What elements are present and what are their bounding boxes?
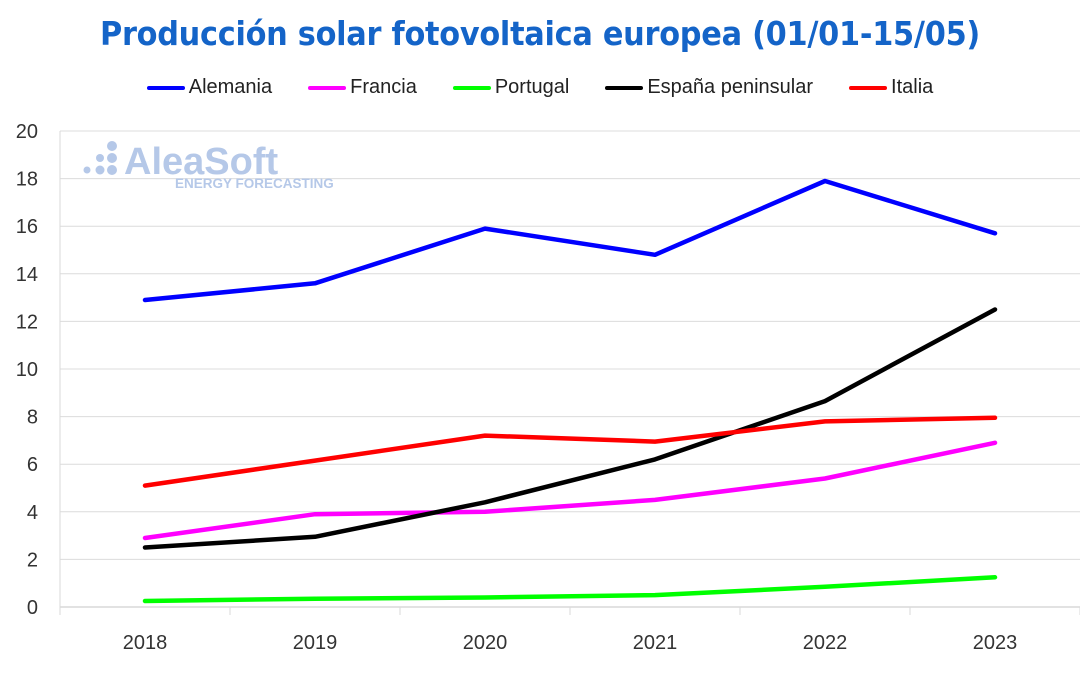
legend-label-espana: España peninsular <box>647 76 814 98</box>
legend-item-alemania: Alemania <box>146 76 273 99</box>
y-tick-label: 12 <box>16 311 38 333</box>
x-tick-label: 2021 <box>633 632 678 654</box>
series-line-francia <box>142 440 998 541</box>
legend-label-alemania: Alemania <box>188 76 273 98</box>
y-tick-label: 2 <box>27 549 38 571</box>
watermark-dot-icon <box>107 141 117 151</box>
watermark-brand: AleaSoft <box>124 141 278 183</box>
watermark-tagline: ENERGY FORECASTING <box>175 176 334 191</box>
legend-swatch-francia <box>308 85 347 90</box>
series-line-espa-a-peninsular <box>142 307 998 550</box>
aleasoft-watermark: AleaSoft ENERGY FORECASTING <box>83 141 334 191</box>
legend: Alemania Francia Portugal España peninsu… <box>0 76 1080 99</box>
legend-label-francia: Francia <box>350 76 417 98</box>
legend-swatch-italia <box>849 85 888 90</box>
y-tick-label: 8 <box>27 407 38 429</box>
legend-item-espana: España peninsular <box>605 76 813 99</box>
legend-item-italia: Italia <box>849 76 933 99</box>
x-tick-label: 2023 <box>973 632 1018 654</box>
legend-label-portugal: Portugal <box>494 76 570 98</box>
axes: 0 2 4 6 8 10 12 14 16 18 20 2018 2019 2020 2021 2022 202… <box>16 121 1080 654</box>
legend-label-italia: Italia <box>891 76 934 98</box>
y-tick-label: 20 <box>16 121 38 143</box>
y-tick-label: 6 <box>27 454 38 476</box>
y-tick-label: 18 <box>16 169 38 191</box>
legend-item-portugal: Portugal <box>452 76 570 99</box>
watermark-dot-icon <box>107 165 117 175</box>
gridlines <box>60 130 1080 608</box>
series-lines <box>142 178 998 604</box>
y-tick-label: 16 <box>16 216 38 238</box>
watermark-dot-icon <box>107 153 117 163</box>
chart-title: Producción solar fotovoltaica europea (0… <box>99 14 981 53</box>
watermark-dot-icon <box>96 154 104 162</box>
series-line-portugal <box>142 575 998 604</box>
x-tick-label: 2019 <box>293 632 338 654</box>
series-line-alemania <box>142 178 998 303</box>
y-tick-label: 0 <box>27 597 38 619</box>
legend-swatch-portugal <box>452 85 491 90</box>
legend-swatch-espana <box>605 85 644 90</box>
y-tick-label: 4 <box>27 502 38 524</box>
series-line-italia <box>142 415 998 488</box>
y-tick-label: 10 <box>16 359 38 381</box>
legend-item-francia: Francia <box>308 76 417 99</box>
legend-swatch-alemania <box>146 85 185 90</box>
x-tick-label: 2020 <box>463 632 508 654</box>
x-tick-label: 2022 <box>803 632 848 654</box>
watermark-dot-icon <box>95 165 105 175</box>
watermark-dot-icon <box>83 166 91 174</box>
x-tick-label: 2018 <box>123 632 168 654</box>
y-tick-label: 14 <box>16 264 38 286</box>
